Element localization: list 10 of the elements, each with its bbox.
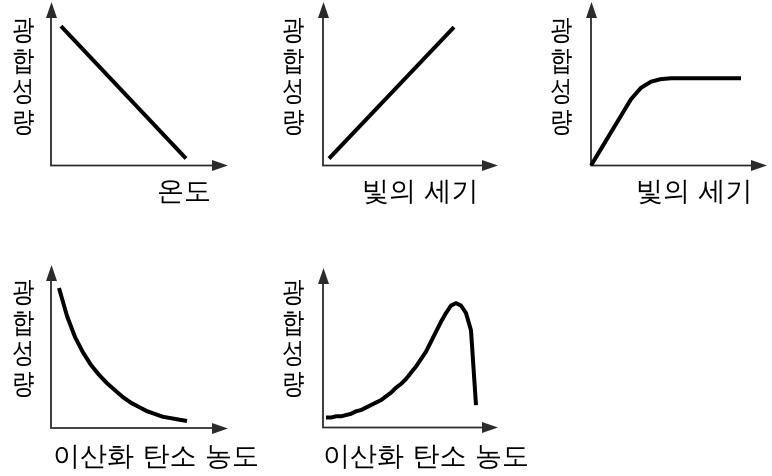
y-axis-title: 광합성량 xyxy=(11,13,35,138)
y-axis-title: 광합성량 xyxy=(281,13,305,138)
x-axis-title: 이산화 탄소 농도 xyxy=(53,441,260,472)
y-axis-title: 광합성량 xyxy=(549,13,573,138)
x-axis-title: 이산화 탄소 농도 xyxy=(323,441,530,472)
y-axis-title: 광합성량 xyxy=(11,275,35,400)
x-axis-title: 빛의 세기 xyxy=(362,176,479,207)
x-axis-title: 온도 xyxy=(157,176,211,207)
y-axis-title: 광합성량 xyxy=(281,275,305,400)
x-axis-title: 빛의 세기 xyxy=(636,176,753,207)
